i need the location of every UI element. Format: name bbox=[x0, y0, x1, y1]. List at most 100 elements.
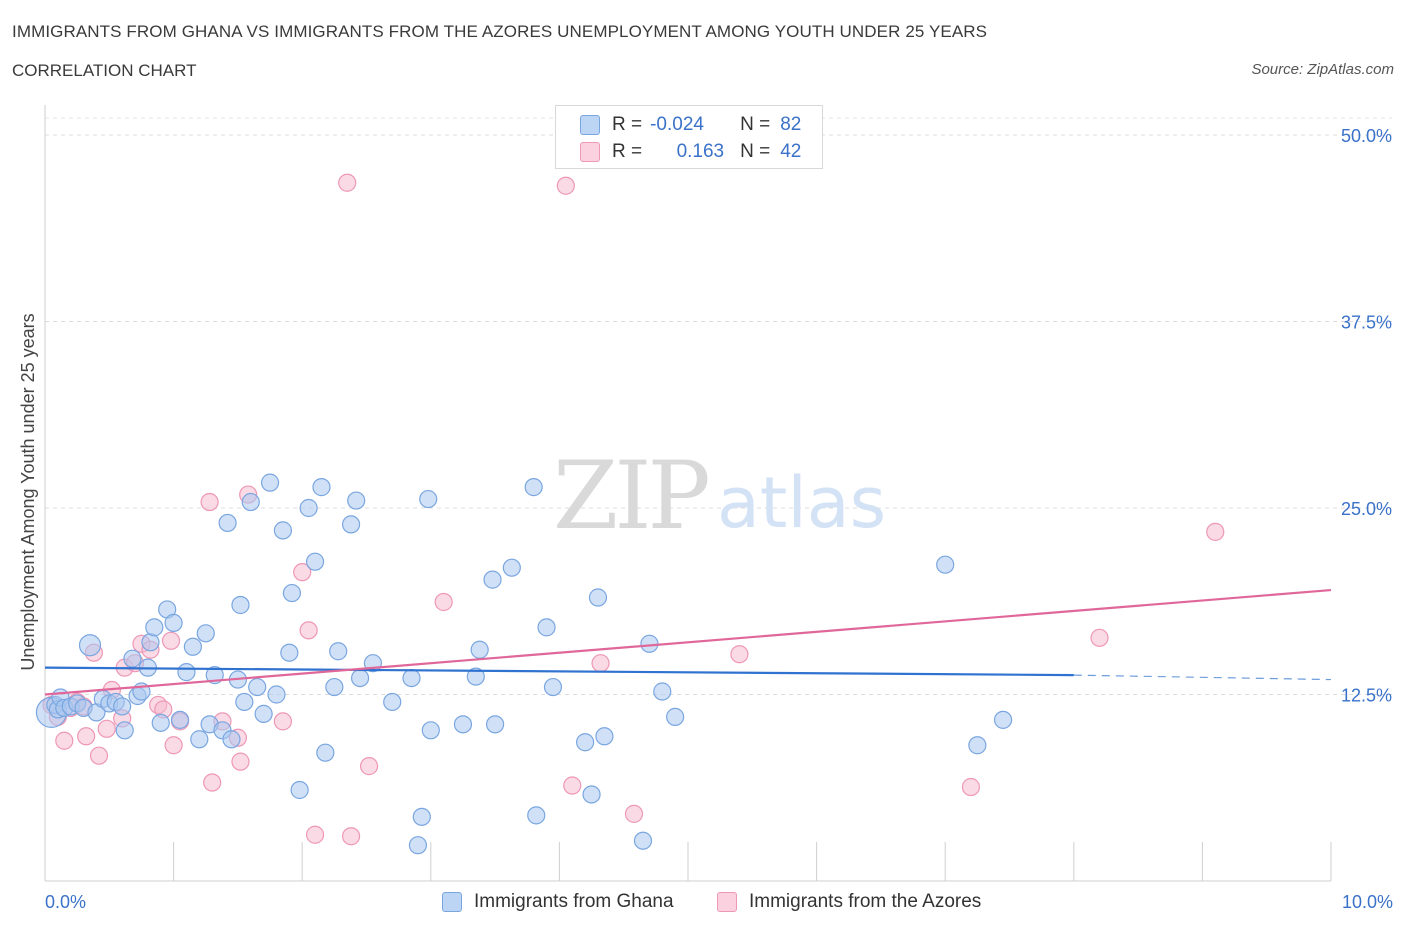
legend-label-azores: Immigrants from the Azores bbox=[749, 891, 982, 912]
legend-n-label: N = bbox=[740, 114, 771, 135]
azores-point bbox=[200, 492, 219, 512]
ghana-point bbox=[936, 555, 955, 574]
legend-item-azores: Immigrants from the Azores bbox=[717, 889, 981, 915]
legend-swatch-ghana bbox=[442, 892, 462, 912]
ghana-point bbox=[402, 668, 421, 688]
ghana-point bbox=[383, 692, 402, 712]
ghana-point bbox=[640, 634, 659, 653]
ghana-point bbox=[151, 713, 170, 732]
azores-point bbox=[305, 825, 325, 844]
series-ghana-points bbox=[35, 473, 1013, 855]
legend-row-ghana: R = -0.024 N = 82 bbox=[580, 112, 801, 138]
ghana-point bbox=[115, 721, 134, 740]
ghana-point bbox=[78, 634, 102, 657]
y-tick-label: 37.5% bbox=[1341, 313, 1392, 333]
axes bbox=[44, 105, 1332, 882]
ghana-point bbox=[164, 613, 183, 632]
ghana-point bbox=[145, 618, 164, 637]
chart-subtitle: CORRELATION CHART bbox=[12, 61, 197, 80]
ghana-point bbox=[241, 492, 260, 512]
ghana-point bbox=[267, 685, 286, 704]
azores-point bbox=[1206, 522, 1225, 541]
legend-r-value: 0.163 bbox=[676, 141, 725, 162]
y-axis-label: Unemployment Among Youth under 25 years bbox=[18, 313, 38, 670]
ghana-point bbox=[235, 692, 254, 712]
ghana-point bbox=[177, 663, 196, 682]
azores-point bbox=[730, 645, 749, 664]
ghana-point bbox=[350, 668, 370, 688]
legend-label-ghana: Immigrants from Ghana bbox=[474, 891, 674, 912]
tick-labels: 12.5% 25.0% 37.5% 50.0% 0.0% 10.0% bbox=[45, 126, 1393, 912]
watermark: ZIP atlas bbox=[553, 442, 886, 551]
legend-n-value: 82 bbox=[780, 114, 802, 135]
azores-point bbox=[341, 827, 361, 846]
ghana-point bbox=[537, 618, 556, 637]
x-tick-label: 0.0% bbox=[45, 892, 86, 912]
ghana-point bbox=[576, 733, 595, 752]
ghana-point bbox=[222, 730, 241, 749]
ghana-point bbox=[633, 831, 653, 850]
legend-swatch-azores bbox=[580, 142, 600, 162]
azores-point bbox=[97, 719, 116, 738]
y-tick-label: 50.0% bbox=[1341, 126, 1392, 146]
ghana-point bbox=[282, 583, 302, 603]
ghana-point bbox=[502, 558, 521, 577]
azores-point bbox=[563, 776, 582, 795]
watermark-atlas: atlas bbox=[717, 462, 886, 544]
ghana-point bbox=[273, 521, 293, 540]
azores-point bbox=[161, 631, 181, 650]
ghana-point bbox=[312, 478, 331, 497]
legend-r-label: R = bbox=[612, 114, 643, 135]
ghana-point bbox=[248, 677, 267, 697]
legend-n-label: N = bbox=[740, 141, 771, 162]
ghana-point bbox=[466, 667, 485, 686]
azores-point bbox=[591, 654, 610, 673]
ghana-point bbox=[183, 637, 202, 656]
ghana-point bbox=[299, 498, 318, 518]
ghana-point bbox=[290, 780, 309, 800]
azores-point bbox=[434, 592, 453, 612]
ghana-point bbox=[316, 743, 335, 762]
legend-row-azores: R = 0.163 N = 42 bbox=[580, 139, 801, 165]
y-tick-label: 12.5% bbox=[1341, 686, 1392, 706]
azores-point bbox=[203, 773, 222, 792]
ghana-point bbox=[329, 642, 348, 661]
legend-r-value: -0.024 bbox=[650, 114, 704, 135]
trend-lines bbox=[44, 588, 1332, 696]
ghana-point bbox=[653, 682, 672, 701]
ghana-point bbox=[412, 807, 431, 826]
ghana-point bbox=[190, 730, 209, 749]
ghana-point bbox=[113, 697, 132, 716]
legend-swatch-azores bbox=[717, 892, 737, 912]
ghana-point bbox=[419, 489, 438, 509]
stats-legend: R = -0.024 N = 82 R = 0.163 N = 42 bbox=[555, 105, 823, 169]
ghana-point bbox=[486, 715, 505, 734]
ghana-point bbox=[123, 649, 142, 668]
ghana-point bbox=[483, 570, 502, 589]
ghana-point bbox=[254, 704, 273, 723]
azores-point bbox=[338, 173, 357, 192]
ghana-point bbox=[527, 806, 546, 825]
ghana-point bbox=[993, 710, 1013, 729]
ghana-point bbox=[196, 624, 215, 643]
ghana-point bbox=[595, 727, 614, 746]
ghana-point bbox=[170, 710, 190, 729]
azores-point bbox=[231, 752, 250, 771]
y-tick-label: 25.0% bbox=[1341, 499, 1392, 519]
legend-item-ghana: Immigrants from Ghana bbox=[442, 889, 674, 915]
ghana-point bbox=[280, 643, 299, 662]
source-label: Source: ZipAtlas.com bbox=[1251, 61, 1394, 78]
azores-point bbox=[359, 757, 379, 776]
azores-point bbox=[1090, 628, 1109, 647]
ghana-trend-line bbox=[44, 666, 1074, 677]
azores-point bbox=[624, 804, 644, 823]
azores-point bbox=[299, 621, 318, 640]
watermark-zip: ZIP bbox=[553, 442, 707, 551]
ghana-point bbox=[260, 473, 280, 492]
ghana-point bbox=[588, 588, 608, 607]
ghana-point bbox=[408, 836, 428, 855]
azores-point bbox=[77, 727, 96, 746]
ghana-point bbox=[968, 736, 987, 755]
azores-point bbox=[961, 777, 981, 797]
